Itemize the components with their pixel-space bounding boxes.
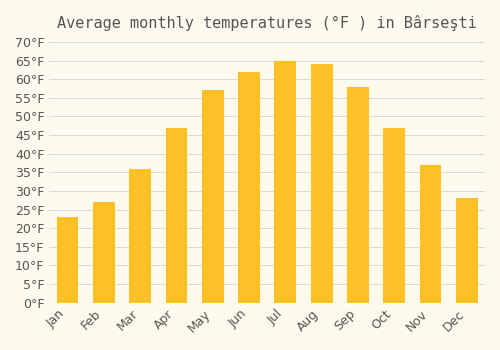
Bar [56,217,78,303]
Bar [93,202,114,303]
Bar [310,64,332,303]
Bar [129,169,151,303]
Title: Average monthly temperatures (°F ) in Bârseşti: Average monthly temperatures (°F ) in Bâ… [58,15,477,31]
Bar [202,90,224,303]
Bar [238,72,260,303]
Bar [420,165,442,303]
Bar [166,127,188,303]
Bar [456,198,477,303]
Bar [274,61,296,303]
Bar [384,127,405,303]
Bar [347,86,369,303]
